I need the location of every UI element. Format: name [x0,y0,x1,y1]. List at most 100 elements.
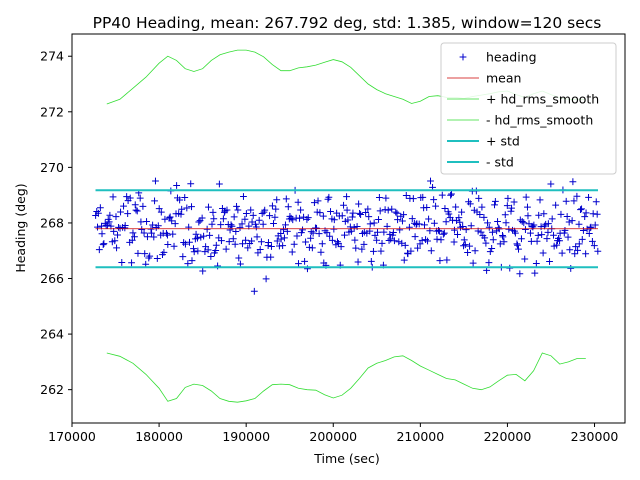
heading-marker [441,205,449,212]
heading-marker [530,221,538,229]
heading-marker [341,231,348,239]
heading-marker [439,230,447,238]
heading-marker [182,240,189,248]
heading-marker [164,231,171,239]
heading-marker [556,237,563,245]
heading-marker [471,247,479,255]
heading-marker [240,193,247,200]
heading-marker [562,197,570,205]
heading-marker [252,223,260,231]
heading-marker [113,244,120,252]
heading-marker [373,236,381,244]
heading-marker [236,224,244,232]
heading-marker [326,232,334,240]
heading-marker [261,206,269,214]
heading-marker [270,220,277,227]
heading-marker [118,259,126,266]
heading-marker [544,228,552,236]
heading-marker [585,230,593,237]
heading-marker [510,198,518,206]
heading-marker [259,220,267,228]
heading-marker [197,233,205,241]
heading-marker [314,197,322,205]
heading-marker [157,208,165,216]
heading-marker [192,230,200,238]
heading-marker [128,259,135,267]
heading-marker [358,245,366,253]
heading-marker [521,255,529,263]
heading-marker [330,216,338,224]
heading-marker [390,229,397,236]
heading-marker [516,270,524,278]
heading-marker [250,287,258,295]
heading-marker [557,210,565,218]
y-tick-label: 272 [40,104,64,119]
heading-marker [112,213,120,220]
heading-marker [427,177,434,185]
heading-marker [586,224,594,232]
heading-marker [578,235,586,243]
heading-marker [415,220,423,228]
legend-label: - std [486,155,514,170]
heading-marker [505,225,513,233]
heading-marker [235,254,243,262]
heading-marker [460,242,467,250]
heading-marker [272,205,280,213]
heading-marker [455,214,463,222]
heading-marker [466,200,474,208]
heading-marker [432,202,439,210]
heading-marker [205,203,212,211]
heading-marker [139,202,147,210]
heading-marker [515,245,522,253]
heading-marker [450,238,458,246]
heading-marker [242,236,249,244]
heading-marker [454,231,461,238]
heading-marker [360,241,368,248]
heading-marker [408,215,416,223]
heading-marker [173,182,181,189]
heading-marker [198,214,206,222]
heading-marker [563,213,571,220]
heading-marker [533,237,541,245]
heading-marker [547,180,555,188]
heading-marker [227,221,235,229]
heading-marker [120,202,127,210]
heading-marker [503,202,511,210]
heading-marker [273,196,281,204]
heading-marker [210,215,218,223]
heading-marker [478,203,486,211]
heading-marker [143,218,150,225]
heading-marker [184,260,192,267]
heading-marker [552,201,560,209]
heading-marker [289,216,297,224]
heading-marker [419,193,427,201]
heading-marker [543,235,551,243]
heading-marker [469,259,477,267]
heading-marker [401,242,409,249]
heading-marker [482,239,490,247]
heading-marker [190,248,198,256]
heading-marker [253,233,261,241]
heading-marker [226,226,234,234]
heading-marker [352,244,360,252]
heading-marker [527,237,535,245]
heading-marker [114,231,121,239]
heading-marker [448,190,455,198]
heading-marker [507,207,515,215]
heading-marker [295,260,302,267]
heading-marker [269,202,276,210]
heading-marker [267,253,275,261]
heading-marker [581,213,589,220]
heading-marker [524,203,531,211]
heading-marker [378,239,386,247]
heading-marker [544,220,552,228]
y-tick-label: 268 [40,215,64,230]
heading-marker [367,257,375,265]
heading-marker [540,210,548,218]
heading-marker [241,215,249,223]
heading-marker [485,223,493,231]
heading-marker [340,201,347,209]
heading-marker [437,236,445,244]
heading-marker [219,215,227,223]
heading-marker [223,206,231,214]
